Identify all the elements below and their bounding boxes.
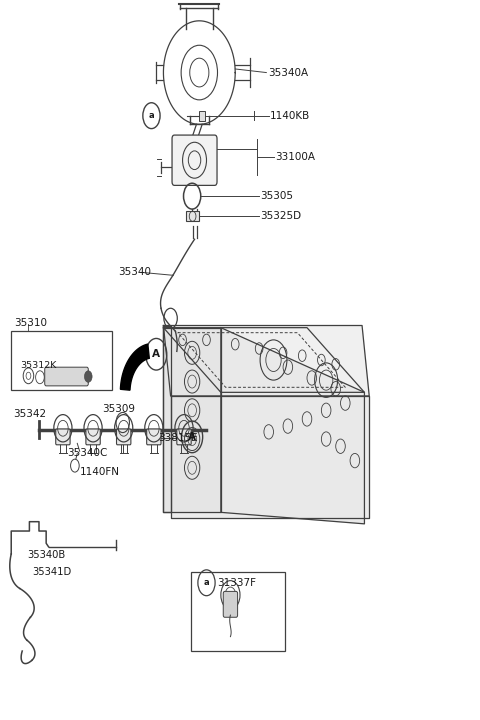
Text: 35310: 35310 xyxy=(14,318,47,328)
Text: a: a xyxy=(204,578,209,588)
FancyBboxPatch shape xyxy=(177,429,191,445)
Polygon shape xyxy=(170,396,369,518)
Text: A: A xyxy=(188,432,196,442)
Polygon shape xyxy=(163,325,170,513)
FancyBboxPatch shape xyxy=(186,211,199,220)
Polygon shape xyxy=(163,328,221,513)
Polygon shape xyxy=(221,328,364,524)
Text: 31337F: 31337F xyxy=(217,577,256,588)
FancyBboxPatch shape xyxy=(45,367,88,386)
Text: 33100A: 33100A xyxy=(275,152,315,161)
Text: 1140FN: 1140FN xyxy=(80,467,120,477)
FancyBboxPatch shape xyxy=(199,111,205,121)
Text: 35340: 35340 xyxy=(118,267,151,277)
Text: 33815E: 33815E xyxy=(158,433,198,443)
Text: 35325D: 35325D xyxy=(261,211,302,221)
FancyBboxPatch shape xyxy=(11,331,112,390)
FancyBboxPatch shape xyxy=(117,429,131,445)
Text: 35340B: 35340B xyxy=(27,551,65,560)
Text: A: A xyxy=(152,349,160,359)
Polygon shape xyxy=(120,344,149,390)
FancyBboxPatch shape xyxy=(147,429,161,445)
Polygon shape xyxy=(163,325,369,396)
Text: 35340C: 35340C xyxy=(67,449,107,459)
Text: 1140KB: 1140KB xyxy=(270,111,311,121)
FancyBboxPatch shape xyxy=(86,429,100,445)
Text: 35309: 35309 xyxy=(103,404,136,414)
FancyBboxPatch shape xyxy=(56,429,70,445)
Polygon shape xyxy=(163,328,364,392)
Text: 35305: 35305 xyxy=(261,191,294,201)
Text: 35312K: 35312K xyxy=(20,361,56,369)
Text: a: a xyxy=(149,111,154,120)
Text: 35340A: 35340A xyxy=(268,68,308,78)
FancyBboxPatch shape xyxy=(223,591,238,617)
FancyBboxPatch shape xyxy=(172,135,217,185)
Circle shape xyxy=(84,371,92,382)
FancyBboxPatch shape xyxy=(191,572,285,651)
Text: 35341D: 35341D xyxy=(32,567,71,577)
Text: 35342: 35342 xyxy=(12,409,46,419)
